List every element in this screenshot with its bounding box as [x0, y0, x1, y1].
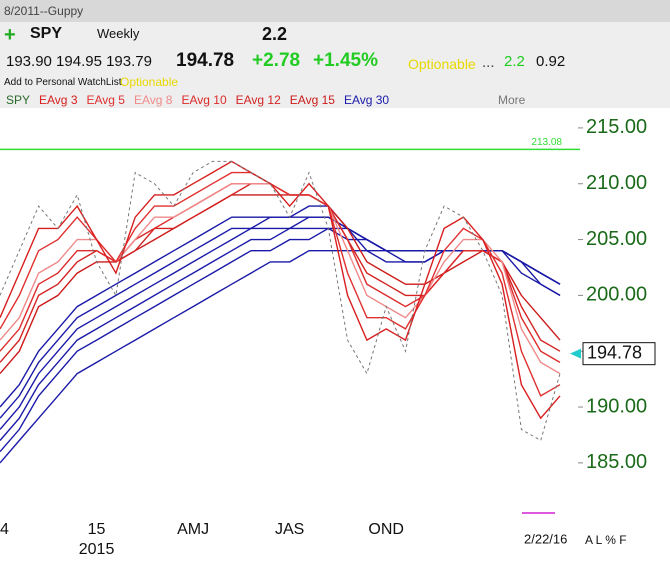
bottom-tools[interactable]: A L % F [585, 533, 627, 547]
ema-line [0, 250, 561, 464]
x-tick-label: 14 [0, 521, 9, 538]
legend-entry[interactable]: EAvg 30 [343, 93, 390, 107]
reference-label: 213.08 [531, 137, 562, 148]
header: 8/2011--Guppy + SPY Weekly 2.2 193.90 19… [0, 0, 670, 108]
ema-line [0, 160, 561, 420]
y-tick-label: 205.00 [586, 228, 647, 250]
year-label: 2015 [79, 541, 115, 558]
legend-entry[interactable]: EAvg 3 [39, 93, 78, 107]
legend-entry[interactable]: EAvg 8 [133, 93, 173, 107]
legend-entry[interactable]: EAvg 12 [235, 93, 281, 107]
y-tick-label: 185.00 [586, 451, 647, 473]
y-tick-label: 210.00 [586, 172, 647, 194]
rating: 2.2 [262, 24, 288, 44]
more[interactable]: More [498, 93, 526, 107]
ema-line [0, 183, 561, 375]
legend-entry[interactable]: SPY [6, 93, 31, 107]
x-tick-label: JAS [275, 521, 304, 538]
ema-line [0, 216, 561, 419]
last-price-label: 194.78 [587, 342, 642, 362]
ema-line [0, 216, 561, 430]
ohl: 193.90 194.95 193.79 [6, 53, 152, 70]
beta: 0.92 [536, 53, 566, 70]
y-tick-label: 200.00 [586, 284, 647, 306]
optionable: Optionable [408, 56, 476, 72]
ema-line [0, 227, 561, 441]
last-price-box [582, 342, 656, 366]
plot-bg [0, 108, 670, 562]
y-tick-label: 190.00 [586, 395, 647, 417]
last-price-arrow [570, 348, 581, 359]
layout-name[interactable]: 8/2011--Guppy [4, 4, 84, 18]
rating2: 2.2 [504, 53, 525, 70]
change-pct: +1.45% [313, 50, 378, 71]
y-tick-label: 215.00 [586, 116, 647, 138]
last: 194.78 [176, 50, 235, 71]
change: +2.78 [252, 50, 301, 71]
add-icon[interactable]: + [4, 24, 16, 46]
legend-entry[interactable]: EAvg 5 [86, 93, 125, 107]
legend-entry[interactable]: EAvg 10 [181, 93, 227, 107]
dots[interactable]: ... [482, 54, 495, 71]
legend-entry[interactable]: EAvg 15 [289, 93, 335, 107]
legend: SPY EAvg 3 EAvg 5 EAvg 8 EAvg 10 EAvg 12 EAvg … [6, 93, 398, 107]
optionable-2: Optionable [120, 75, 179, 89]
symbol[interactable]: SPY [30, 25, 63, 42]
x-tick-label: 15 [88, 521, 106, 538]
x-tick-label: OND [368, 521, 404, 538]
period[interactable]: Weekly [97, 26, 140, 41]
watchlist-link[interactable]: Add to Personal WatchList [4, 77, 122, 88]
ema-line [0, 171, 561, 397]
price-line [0, 160, 561, 442]
title-bar [0, 0, 670, 22]
x-tick-label: AMJ [177, 521, 209, 538]
x-tick-label: 2/22/16 [524, 531, 567, 546]
